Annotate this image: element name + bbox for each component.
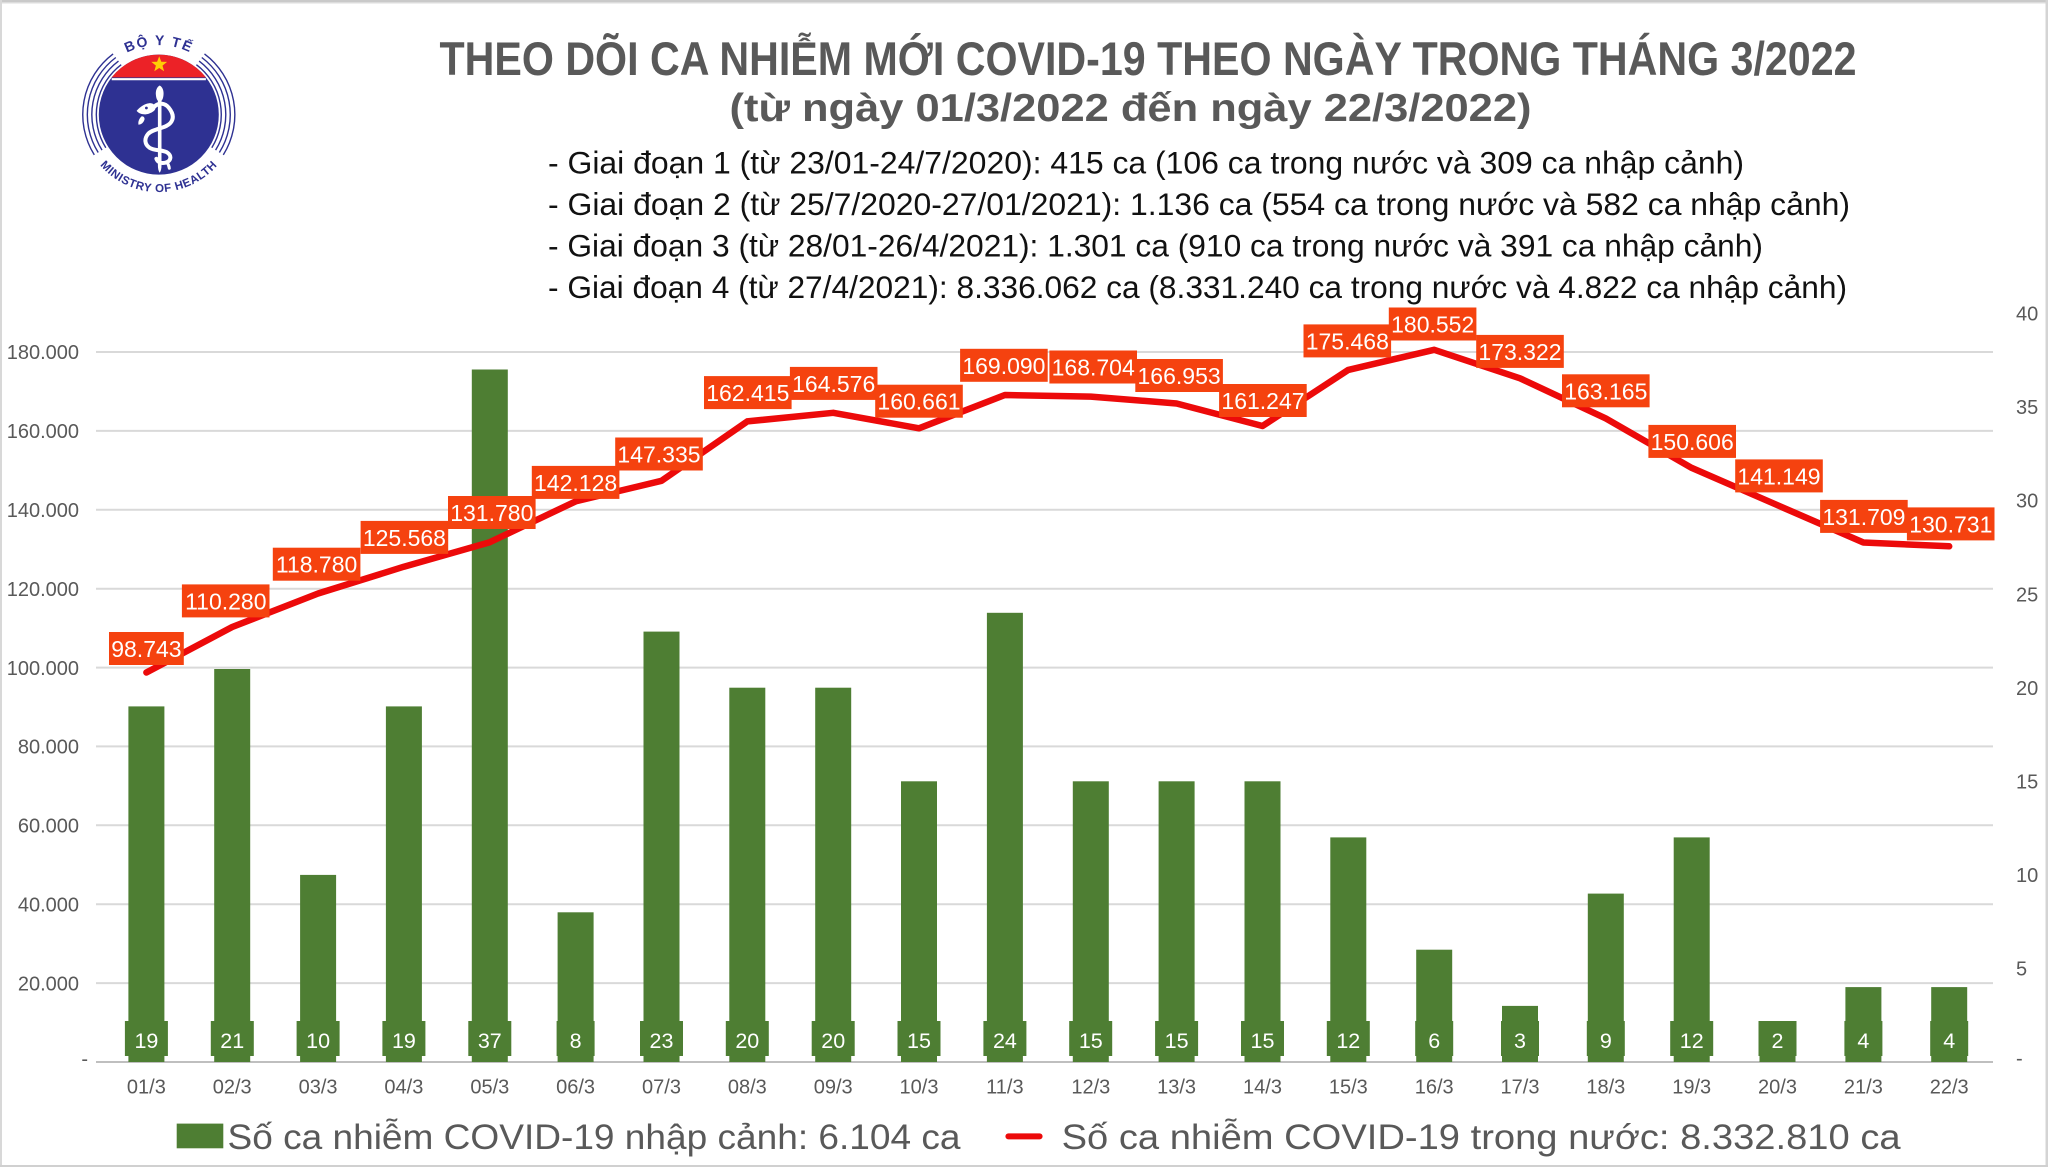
svg-text:14/3: 14/3 (1243, 1077, 1282, 1099)
svg-text:20/3: 20/3 (1758, 1077, 1797, 1099)
svg-text:15: 15 (1251, 1029, 1275, 1053)
svg-text:30: 30 (2016, 491, 2038, 513)
svg-text:15/3: 15/3 (1329, 1077, 1368, 1099)
svg-text:21: 21 (220, 1029, 244, 1053)
svg-text:15: 15 (1079, 1029, 1103, 1053)
svg-text:Số ca nhiễm COVID-19 trong nướ: Số ca nhiễm COVID-19 trong nước: 8.332.8… (1062, 1118, 1902, 1157)
svg-text:25: 25 (2016, 584, 2038, 606)
svg-text:08/3: 08/3 (728, 1077, 767, 1099)
svg-text:- Giai đoạn 3 (từ 28/01-26/4/2: - Giai đoạn 3 (từ 28/01-26/4/2021): 1.30… (548, 227, 1763, 263)
svg-text:10: 10 (2016, 865, 2038, 887)
svg-text:2: 2 (1772, 1029, 1784, 1053)
svg-text:- Giai đoạn 1 (từ 23/01-24/7/2: - Giai đoạn 1 (từ 23/01-24/7/2020): 415 … (548, 144, 1744, 180)
svg-text:125.568: 125.568 (363, 525, 446, 551)
svg-text:120.000: 120.000 (7, 579, 79, 601)
svg-text:16/3: 16/3 (1415, 1077, 1454, 1099)
svg-text:24: 24 (993, 1029, 1017, 1053)
svg-text:(từ ngày 01/3/2022 đến ngày 22: (từ ngày 01/3/2022 đến ngày 22/3/2022) (730, 87, 1532, 130)
svg-text:01/3: 01/3 (127, 1077, 166, 1099)
svg-text:168.704: 168.704 (1052, 355, 1135, 381)
svg-text:3: 3 (1514, 1029, 1526, 1053)
svg-text:141.149: 141.149 (1737, 463, 1820, 489)
svg-text:15: 15 (907, 1029, 931, 1053)
svg-text:13/3: 13/3 (1157, 1077, 1196, 1099)
svg-text:02/3: 02/3 (213, 1077, 252, 1099)
svg-text:80.000: 80.000 (18, 737, 79, 759)
svg-text:THEO DÕI CA NHIỄM MỚI COVID-19: THEO DÕI CA NHIỄM MỚI COVID-19 THEO NGÀY… (440, 32, 1857, 85)
svg-text:15: 15 (2016, 772, 2038, 794)
svg-text:9: 9 (1600, 1029, 1612, 1053)
svg-text:40.000: 40.000 (18, 894, 79, 916)
svg-text:162.415: 162.415 (706, 380, 789, 406)
svg-text:09/3: 09/3 (814, 1077, 853, 1099)
svg-text:-: - (81, 1049, 88, 1071)
svg-text:12: 12 (1680, 1029, 1704, 1053)
svg-text:147.335: 147.335 (617, 442, 700, 468)
svg-text:110.280: 110.280 (185, 588, 266, 614)
svg-text:22/3: 22/3 (1930, 1077, 1969, 1099)
svg-text:166.953: 166.953 (1138, 363, 1221, 389)
svg-text:100.000: 100.000 (7, 658, 79, 680)
svg-text:180.552: 180.552 (1391, 312, 1474, 338)
svg-text:19: 19 (392, 1029, 416, 1053)
svg-text:173.322: 173.322 (1478, 339, 1561, 365)
svg-text:20.000: 20.000 (18, 973, 79, 995)
svg-text:37: 37 (478, 1029, 502, 1053)
svg-text:12: 12 (1336, 1029, 1360, 1053)
svg-text:35: 35 (2016, 397, 2038, 419)
svg-text:142.128: 142.128 (534, 470, 617, 496)
svg-text:98.743: 98.743 (111, 636, 181, 662)
svg-text:11/3: 11/3 (986, 1077, 1023, 1099)
svg-text:164.576: 164.576 (792, 371, 875, 397)
svg-text:4: 4 (1943, 1029, 1955, 1053)
svg-text:15: 15 (1165, 1029, 1189, 1053)
svg-text:131.709: 131.709 (1822, 504, 1905, 530)
svg-text:17/3: 17/3 (1501, 1077, 1540, 1099)
svg-text:169.090: 169.090 (962, 353, 1045, 379)
svg-text:163.165: 163.165 (1564, 378, 1647, 404)
svg-text:10/3: 10/3 (900, 1077, 939, 1099)
svg-text:6: 6 (1428, 1029, 1440, 1053)
svg-text:161.247: 161.247 (1221, 388, 1304, 414)
svg-text:18/3: 18/3 (1586, 1077, 1625, 1099)
svg-text:10: 10 (306, 1029, 330, 1053)
svg-text:130.731: 130.731 (1909, 511, 1992, 537)
svg-text:21/3: 21/3 (1844, 1077, 1883, 1099)
svg-text:118.780: 118.780 (276, 552, 357, 578)
svg-text:140.000: 140.000 (7, 500, 79, 522)
svg-text:19: 19 (134, 1029, 158, 1053)
svg-text:5: 5 (2016, 959, 2027, 981)
svg-text:19/3: 19/3 (1672, 1077, 1711, 1099)
svg-text:60.000: 60.000 (18, 816, 79, 838)
svg-text:- Giai đoạn 4 (từ 27/4/2021):: - Giai đoạn 4 (từ 27/4/2021): 8.336.062 … (548, 269, 1847, 305)
svg-text:4: 4 (1857, 1029, 1869, 1053)
svg-text:40: 40 (2016, 304, 2038, 326)
svg-text:-: - (2016, 1048, 2023, 1070)
svg-text:03/3: 03/3 (299, 1077, 338, 1099)
svg-text:20: 20 (821, 1029, 845, 1053)
svg-text:12/3: 12/3 (1071, 1077, 1110, 1099)
svg-text:07/3: 07/3 (642, 1077, 681, 1099)
svg-text:160.000: 160.000 (7, 421, 79, 443)
svg-text:05/3: 05/3 (470, 1077, 509, 1099)
svg-text:20: 20 (735, 1029, 759, 1053)
svg-text:175.468: 175.468 (1306, 328, 1389, 354)
svg-text:160.661: 160.661 (877, 389, 960, 415)
svg-text:06/3: 06/3 (556, 1077, 595, 1099)
svg-text:- Giai đoạn 2 (từ 25/7/2020-27: - Giai đoạn 2 (từ 25/7/2020-27/01/2021):… (548, 186, 1850, 222)
svg-text:131.780: 131.780 (450, 500, 533, 526)
svg-text:150.606: 150.606 (1651, 429, 1734, 455)
svg-text:20: 20 (2016, 678, 2038, 700)
svg-text:8: 8 (570, 1029, 582, 1053)
svg-text:180.000: 180.000 (7, 342, 79, 364)
svg-text:Số ca nhiễm COVID-19 nhập cảnh: Số ca nhiễm COVID-19 nhập cảnh: 6.104 ca (228, 1118, 962, 1157)
svg-text:23: 23 (650, 1029, 674, 1053)
svg-text:04/3: 04/3 (384, 1077, 423, 1099)
